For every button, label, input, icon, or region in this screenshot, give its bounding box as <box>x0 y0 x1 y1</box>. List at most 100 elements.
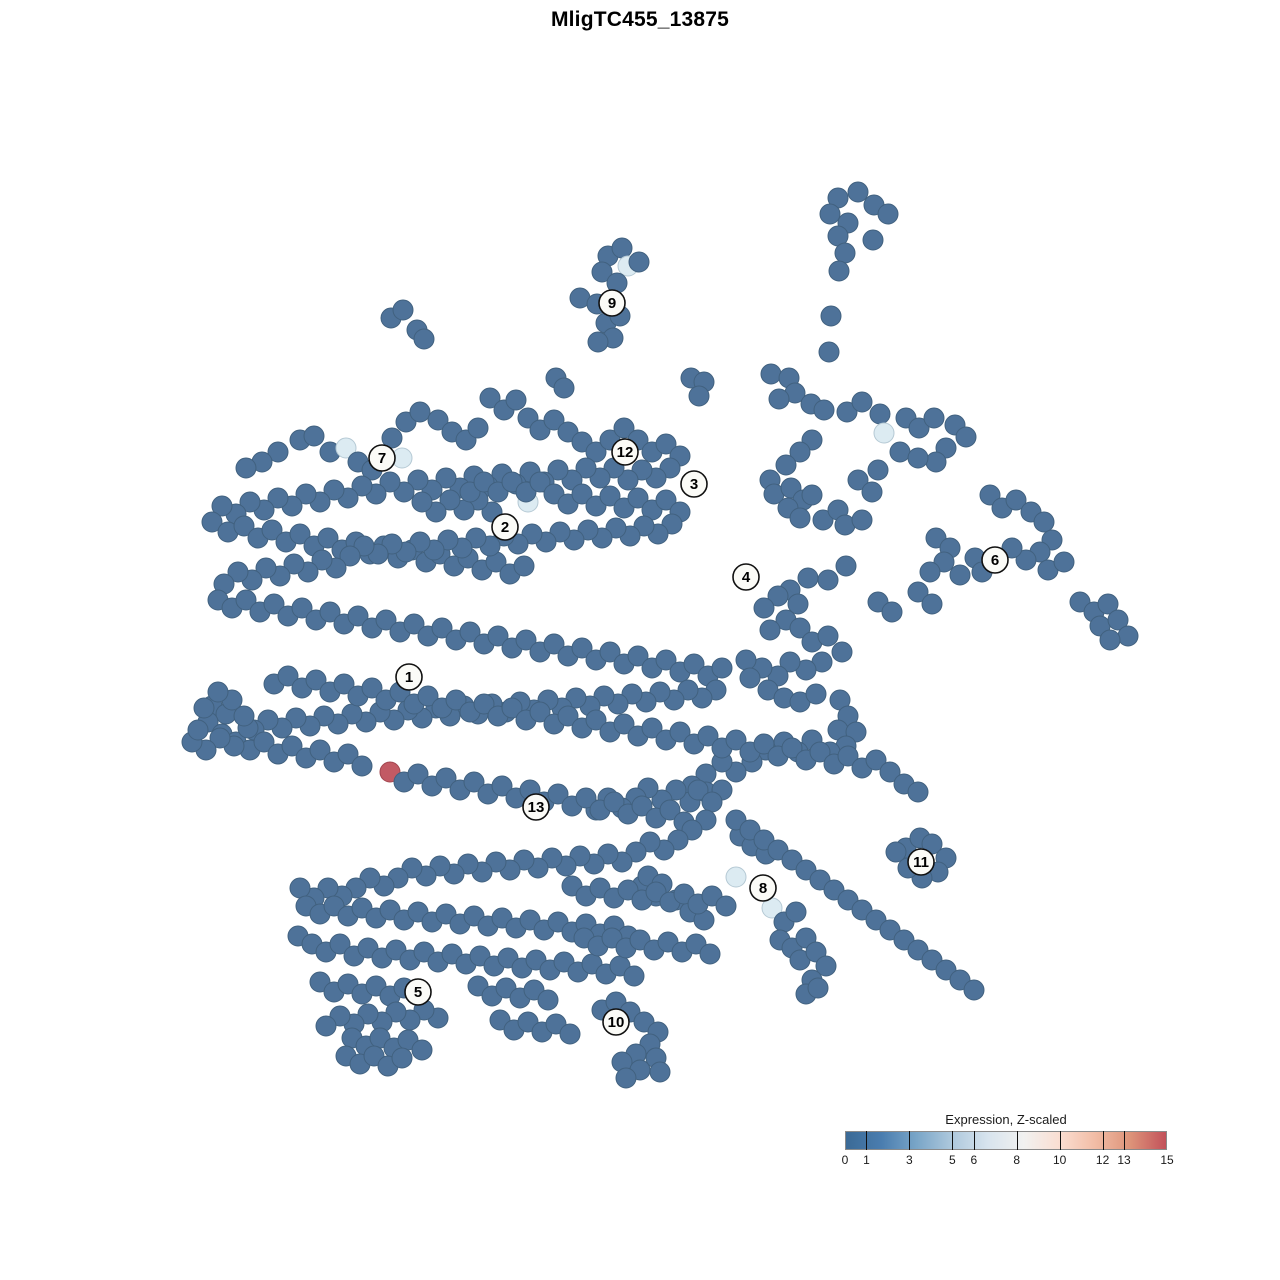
scatter-point <box>317 527 339 549</box>
scatter-point <box>435 767 457 789</box>
cluster-label-9[interactable]: 9 <box>598 289 626 317</box>
scatter-point <box>655 433 677 455</box>
legend-colorbar[interactable] <box>845 1131 1167 1150</box>
cluster-label-text: 13 <box>528 799 545 816</box>
scatter-point <box>261 519 283 541</box>
scatter-point <box>836 401 858 423</box>
cluster-label-7[interactable]: 7 <box>368 444 396 472</box>
cluster-label-1[interactable]: 1 <box>395 663 423 691</box>
scatter-point <box>323 479 345 501</box>
scatter-point <box>611 237 633 259</box>
scatter-point <box>831 641 853 663</box>
scatter-point <box>319 601 341 623</box>
scatter-point <box>697 725 719 747</box>
cluster-label-text: 7 <box>378 450 386 467</box>
scatter-point <box>641 717 663 739</box>
scatter-point <box>725 729 747 751</box>
scatter-point <box>289 523 311 545</box>
scatter-point <box>687 779 709 801</box>
scatter-point <box>439 489 461 511</box>
scatter-point <box>813 399 835 421</box>
cluster-label-12[interactable]: 12 <box>611 438 639 466</box>
scatter-point <box>837 745 859 767</box>
scatter-point <box>575 457 597 479</box>
scatter-point <box>515 629 537 651</box>
scatter-point <box>819 203 841 225</box>
scatter-point <box>812 509 834 531</box>
scatter-point <box>235 589 257 611</box>
cluster-label-8[interactable]: 8 <box>749 874 777 902</box>
cluster-label-text: 3 <box>690 476 698 493</box>
scatter-point <box>255 557 277 579</box>
scatter-point <box>303 425 325 447</box>
cluster-label-text: 11 <box>913 854 929 871</box>
scatter-point <box>239 491 261 513</box>
scatter-point <box>339 545 361 567</box>
scatter-point <box>805 683 827 705</box>
scatter-point <box>1053 551 1075 573</box>
scatter-point <box>847 181 869 203</box>
legend-tick-6: 6 <box>970 1153 978 1167</box>
scatter-point <box>628 251 650 273</box>
scatter-point <box>407 469 429 491</box>
scatter-point <box>253 731 275 753</box>
legend-tick-1: 1 <box>863 1153 870 1167</box>
scatter-point <box>925 451 947 473</box>
legend-tick-3: 3 <box>906 1153 913 1167</box>
scatter-point <box>311 549 333 571</box>
scatter-point <box>537 989 559 1011</box>
cluster-label-13[interactable]: 13 <box>522 793 550 821</box>
scatter-point <box>683 653 705 675</box>
scatter-point <box>818 341 840 363</box>
scatter-point <box>431 617 453 639</box>
cluster-label-text: 9 <box>608 295 616 312</box>
cluster-label-circle <box>491 513 519 541</box>
scatter-point <box>305 669 327 691</box>
scatter-point <box>571 483 593 505</box>
scatter-point <box>379 471 401 493</box>
scatter-point <box>233 515 255 537</box>
legend-tickmark <box>1059 1131 1061 1150</box>
scatter-point <box>789 507 811 529</box>
scatter-points-group <box>181 181 1139 1089</box>
scatter-point <box>435 467 457 489</box>
cluster-label-text: 8 <box>759 880 767 897</box>
cluster-label-5[interactable]: 5 <box>404 978 432 1006</box>
cluster-label-10[interactable]: 10 <box>602 1008 630 1036</box>
cluster-label-3[interactable]: 3 <box>680 470 708 498</box>
scatter-point <box>267 487 289 509</box>
scatter-point <box>659 799 681 821</box>
scatter-point <box>779 651 801 673</box>
scatter-point <box>1005 489 1027 511</box>
scatter-point <box>211 495 233 517</box>
scatter-point <box>655 649 677 671</box>
scatter-point <box>701 791 723 813</box>
cluster-label-6[interactable]: 6 <box>981 546 1009 574</box>
scatter-point <box>361 677 383 699</box>
scatter-point <box>543 633 565 655</box>
scatter-point <box>623 965 645 987</box>
scatter-point <box>649 1061 671 1083</box>
scatter-point <box>725 866 747 888</box>
scatter-point <box>347 605 369 627</box>
scatter-point <box>881 601 903 623</box>
cluster-label-11[interactable]: 11 <box>907 848 935 876</box>
legend-tick-10: 10 <box>1052 1153 1067 1167</box>
scatter-point <box>753 733 775 755</box>
scatter-point <box>797 567 819 589</box>
scatter-point <box>459 621 481 643</box>
scatter-point <box>828 260 850 282</box>
scatter-point <box>655 489 677 511</box>
scatter-point <box>411 1039 433 1061</box>
cluster-label-2[interactable]: 2 <box>491 513 519 541</box>
scatter-point <box>291 597 313 619</box>
scatter-point <box>688 385 710 407</box>
cluster-label-4[interactable]: 4 <box>732 563 760 591</box>
scatter-point <box>263 593 285 615</box>
scatter-point <box>557 705 579 727</box>
scatter-point <box>571 637 593 659</box>
scatter-point <box>869 403 891 425</box>
legend-tickmark <box>973 1131 975 1150</box>
scatter-point <box>627 645 649 667</box>
